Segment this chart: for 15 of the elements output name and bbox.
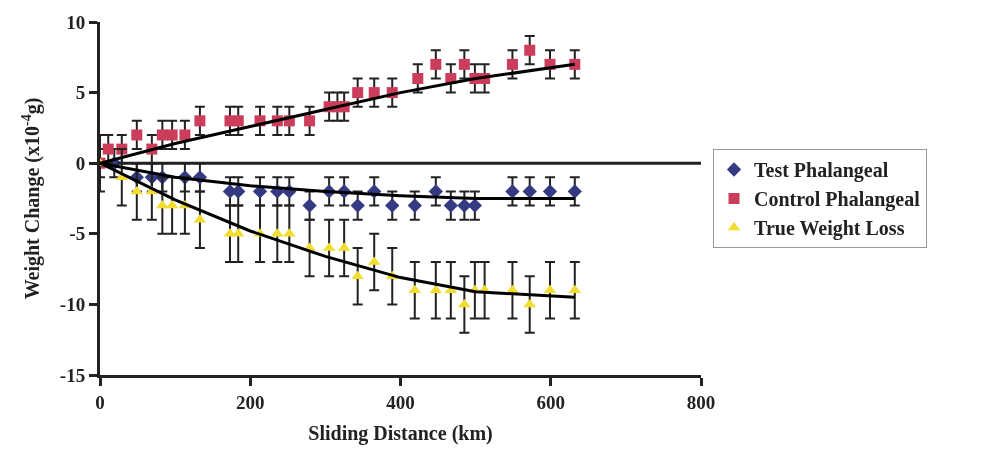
x-tick-label: 400 [386, 391, 415, 413]
y-tick-label: -5 [69, 223, 86, 245]
legend-label: True Weight Loss [754, 217, 905, 241]
x-axis-title: Sliding Distance (km) [308, 422, 493, 446]
y-tick-label: -15 [59, 364, 86, 386]
legend-label: Test Phalangeal [754, 159, 889, 183]
y-tick-label: 10 [66, 11, 86, 33]
x-tick-label: 200 [236, 391, 265, 413]
legend-label: Control Phalangeal [754, 188, 921, 212]
x-tick-label: 0 [95, 391, 105, 413]
y-tick-label: 5 [75, 82, 86, 104]
y-tick-label: -10 [59, 294, 86, 316]
y-tick-label: 0 [75, 152, 86, 174]
x-tick-label: 600 [536, 391, 565, 413]
x-tick-label: 800 [686, 391, 716, 413]
